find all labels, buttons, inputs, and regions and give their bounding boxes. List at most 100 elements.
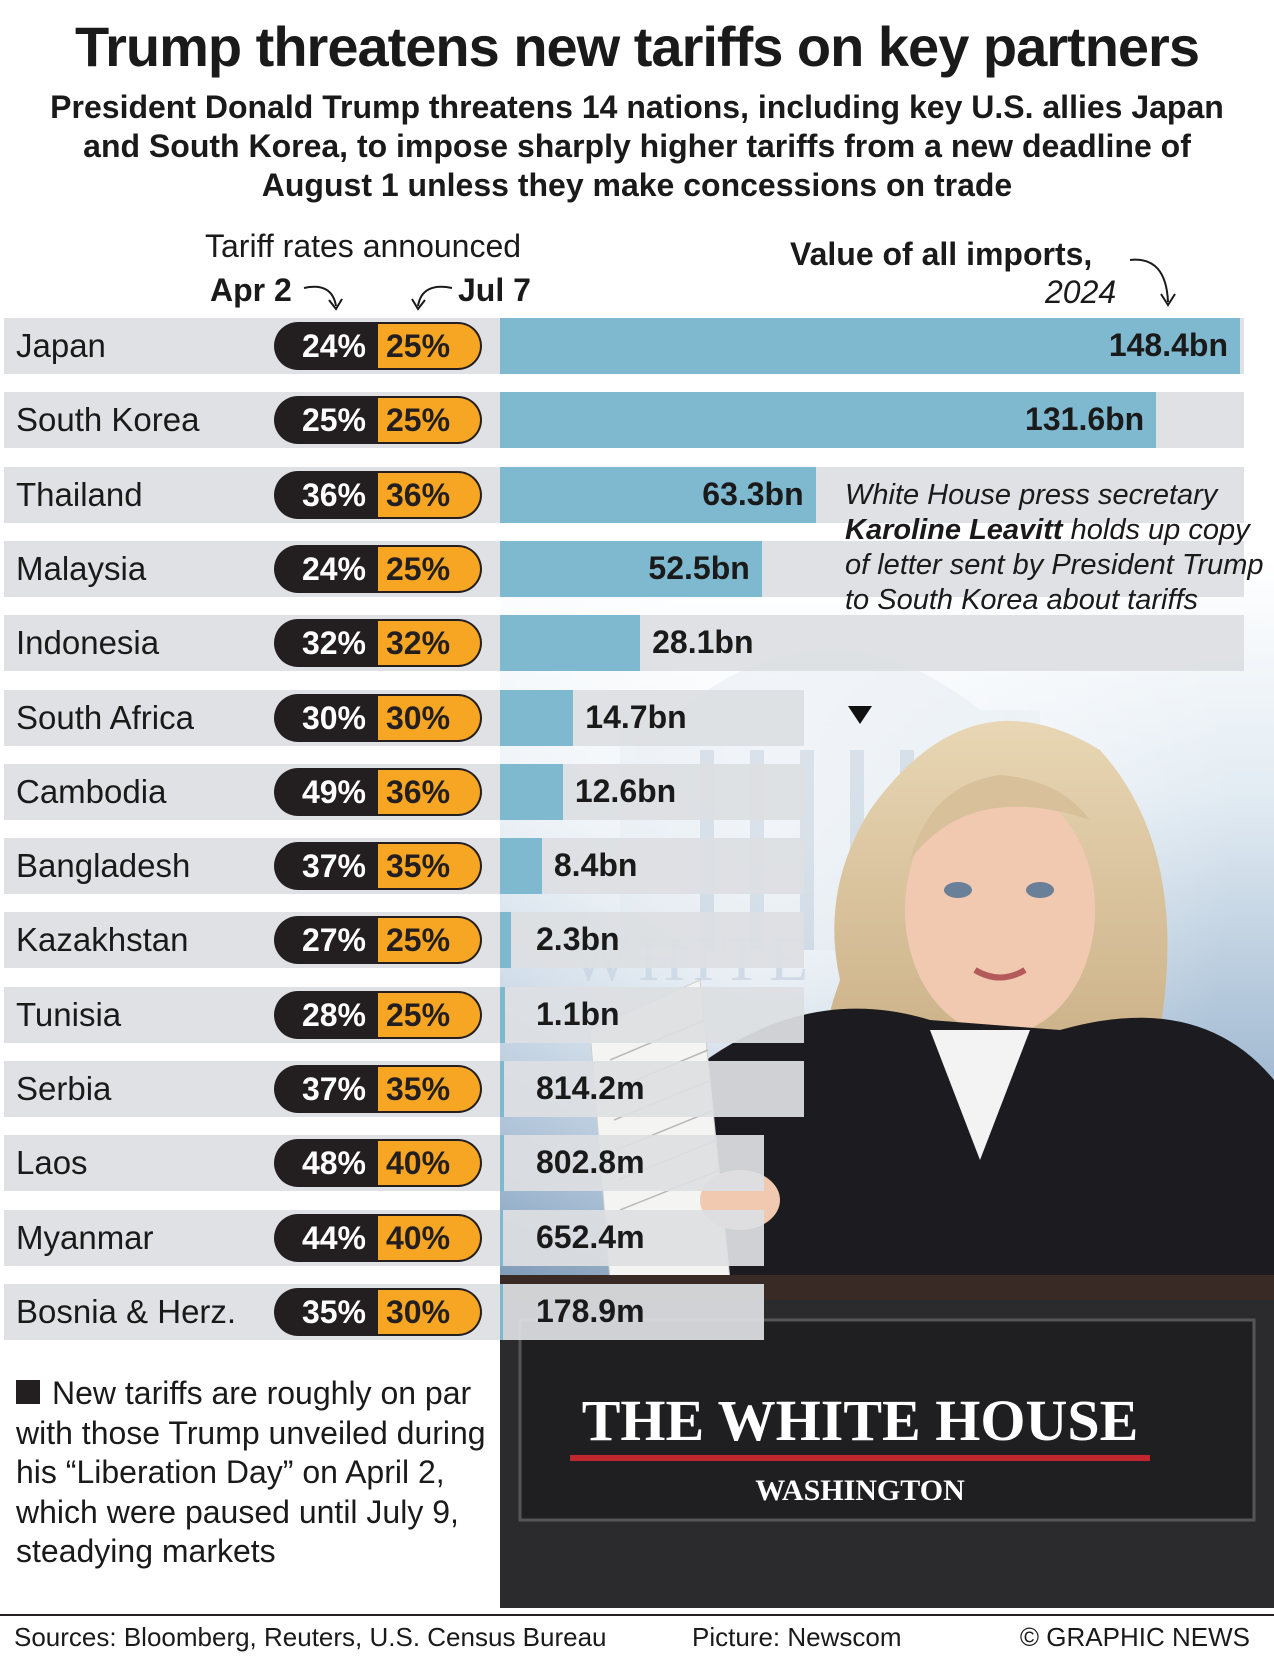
apr-rate: 24% <box>301 550 366 587</box>
chart-title: Trump threatens new tariffs on key partn… <box>75 15 1200 78</box>
graphic-credit: © GRAPHIC NEWS <box>1019 1622 1250 1652</box>
import-value-label: 8.4bn <box>553 847 638 884</box>
tariff-pill: 44% 40% <box>274 1213 482 1262</box>
tariff-rates-header: Tariff rates announced <box>205 228 522 264</box>
imports-arrow-icon <box>1129 258 1176 307</box>
apr-rate: 25% <box>301 402 366 439</box>
country-label: Thailand <box>16 475 143 513</box>
jul-arrow-icon <box>411 285 453 311</box>
podium-sign-sub: WASHINGTON <box>755 1474 965 1507</box>
import-bar <box>500 615 641 672</box>
jul-rate: 25% <box>378 324 480 368</box>
import-value-label: 63.3bn <box>702 475 804 512</box>
apr-rate: 28% <box>301 996 366 1033</box>
jul-rate: 35% <box>378 1067 480 1111</box>
tariff-pill: 37% 35% <box>274 842 482 891</box>
apr-rate: 35% <box>301 1293 366 1330</box>
country-label: South Africa <box>16 698 194 736</box>
jul-rate: 35% <box>378 844 480 889</box>
country-label: South Korea <box>16 401 200 439</box>
imports-year-header: 2024 <box>1045 274 1117 310</box>
caption-pointer-icon <box>848 706 872 724</box>
podium-sign-main: THE WHITE HOUSE <box>582 1388 1139 1453</box>
jul-rate: 25% <box>378 398 480 443</box>
caption-name: Karoline Leavitt <box>845 514 1063 546</box>
jul-rate: 40% <box>378 1141 480 1186</box>
tariff-pill: 36% 36% <box>274 470 482 519</box>
tariff-pill: 37% 35% <box>274 1065 482 1113</box>
country-label: Tunisia <box>16 995 122 1033</box>
jul-rate: 30% <box>378 695 480 740</box>
import-bar <box>500 912 512 969</box>
import-value-label: 814.2m <box>536 1070 645 1106</box>
tariff-pill: 25% 25% <box>274 396 482 445</box>
apr-rate: 24% <box>301 328 366 364</box>
apr-rate: 49% <box>301 773 366 810</box>
tariff-pill: 35% 30% <box>274 1287 482 1336</box>
country-label: Serbia <box>16 1070 112 1107</box>
import-bar <box>500 986 506 1043</box>
note-text: New tariffs are roughly on par with thos… <box>16 1375 486 1569</box>
sources: Sources: Bloomberg, Reuters, U.S. Census… <box>14 1622 607 1652</box>
jul-column-header: Jul 7 <box>458 272 531 308</box>
tariff-pill: 24% 25% <box>274 544 482 593</box>
tariff-pill: 30% 30% <box>274 693 482 742</box>
import-value-label: 148.4bn <box>1108 327 1228 363</box>
jul-rate: 32% <box>378 621 480 666</box>
import-value-label: 802.8m <box>536 1144 645 1181</box>
import-value-label: 178.9m <box>536 1292 645 1329</box>
jul-rate: 25% <box>378 546 480 591</box>
jul-rate: 25% <box>378 918 480 963</box>
imports-value-header: Value of all imports, <box>790 236 1093 272</box>
tariff-pill: 24% 25% <box>274 322 482 370</box>
tariff-pill: 28% 25% <box>274 990 482 1039</box>
country-label: Cambodia <box>16 772 167 810</box>
import-bar <box>500 838 542 895</box>
country-label: Bangladesh <box>16 847 191 885</box>
note-square-icon <box>16 1380 40 1404</box>
apr-column-header: Apr 2 <box>210 272 292 308</box>
apr-arrow-icon <box>303 285 343 311</box>
footnote: New tariffs are roughly on par with thos… <box>16 1374 494 1572</box>
import-bar <box>500 689 574 746</box>
tariff-pill: 27% 25% <box>274 916 482 965</box>
import-value-label: 14.7bn <box>585 698 687 735</box>
country-label: Malaysia <box>16 549 147 587</box>
jul-rate: 30% <box>378 1289 480 1334</box>
country-label: Laos <box>16 1144 88 1182</box>
tariff-pill: 48% 40% <box>274 1139 482 1188</box>
country-label: Kazakhstan <box>16 921 189 959</box>
apr-rate: 48% <box>301 1145 366 1182</box>
jul-rate: 25% <box>378 992 480 1037</box>
import-value-label: 12.6bn <box>574 772 677 809</box>
import-bar <box>500 763 563 820</box>
apr-rate: 44% <box>301 1219 366 1256</box>
photo-caption: White House press secretary Karoline Lea… <box>845 479 1264 616</box>
import-bar <box>500 540 762 597</box>
import-bar <box>500 466 816 523</box>
apr-rate: 36% <box>301 476 366 513</box>
import-value-label: 1.1bn <box>536 995 620 1032</box>
import-bar <box>500 392 1157 449</box>
jul-rate: 36% <box>378 472 480 517</box>
tariff-pill: 49% 36% <box>274 767 482 816</box>
apr-rate: 27% <box>301 922 366 959</box>
import-value-label: 131.6bn <box>1025 401 1145 438</box>
apr-rate: 37% <box>301 848 366 885</box>
import-bar <box>500 1135 504 1192</box>
import-value-label: 52.5bn <box>648 549 750 586</box>
country-label: Myanmar <box>16 1218 154 1256</box>
apr-rate: 37% <box>301 1071 366 1107</box>
tariff-pill: 32% 32% <box>274 619 482 668</box>
import-value-label: 2.3bn <box>536 921 620 958</box>
import-value-label: 652.4m <box>536 1218 645 1255</box>
import-bar <box>500 1209 504 1266</box>
apr-rate: 30% <box>301 699 366 736</box>
chart-subtitle: President Donald Trump threatens 14 nati… <box>50 89 1224 203</box>
import-bar <box>500 1283 503 1340</box>
footer-rule <box>0 1614 1274 1616</box>
country-label: Indonesia <box>16 624 160 662</box>
country-label: Bosnia & Herz. <box>16 1292 237 1330</box>
jul-rate: 40% <box>378 1215 480 1260</box>
